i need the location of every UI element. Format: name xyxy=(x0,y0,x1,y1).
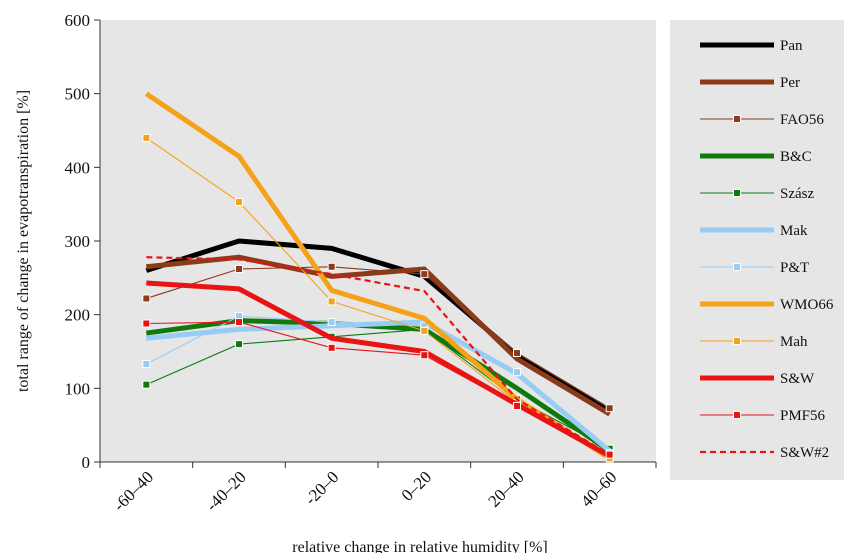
legend-marker xyxy=(733,189,741,197)
data-point-pmf56 xyxy=(142,319,151,328)
y-tick-label: 600 xyxy=(65,11,91,30)
data-point-sz-sz xyxy=(235,340,243,349)
data-point-mah xyxy=(420,326,429,335)
legend-label: S&W#2 xyxy=(780,445,829,461)
x-axis-title: relative change in relative humidity [%] xyxy=(292,539,547,553)
legend-label: PMF56 xyxy=(780,408,826,424)
legend-item-pandt: P&T xyxy=(700,260,809,276)
legend-item-wmo66: WMO66 xyxy=(700,297,834,313)
legend-item-pmf56: PMF56 xyxy=(700,408,826,424)
data-point-mah xyxy=(327,297,336,306)
data-point-fao56 xyxy=(605,404,614,413)
y-tick-label: 300 xyxy=(65,232,91,251)
legend-label: S&W xyxy=(780,371,815,387)
y-tick-label: 200 xyxy=(65,306,91,325)
legend-box xyxy=(670,20,844,480)
legend-item-pan: Pan xyxy=(700,38,803,54)
data-point-fao56 xyxy=(513,348,521,357)
legend-label: Mak xyxy=(780,223,808,239)
data-point-mah xyxy=(235,197,243,206)
data-point-pandt xyxy=(513,368,521,377)
legend-marker xyxy=(733,115,741,123)
legend-label: P&T xyxy=(780,260,809,276)
series-line-per xyxy=(146,254,611,417)
legend-item-sz-sz: Szász xyxy=(700,186,814,202)
series-line-sandw2 xyxy=(146,256,611,456)
legend-label: Pan xyxy=(780,38,803,54)
series-line-pmf56 xyxy=(146,321,610,456)
y-tick-label: 500 xyxy=(65,85,91,104)
series-line-fao56 xyxy=(146,266,610,409)
data-point-pmf56 xyxy=(420,351,429,360)
series-sandw xyxy=(146,280,611,459)
legend-label: WMO66 xyxy=(780,297,834,313)
legend-item-fao56: FAO56 xyxy=(700,112,824,128)
legend-marker xyxy=(733,337,741,345)
legend-item-bandc: B&C xyxy=(700,149,812,165)
legend-item-mak: Mak xyxy=(700,223,808,239)
legend-label: Mah xyxy=(780,334,808,350)
series-pan xyxy=(145,238,611,413)
y-axis-title: total range of change in evapotranspirat… xyxy=(15,90,32,392)
series-line-pan xyxy=(145,238,611,413)
data-point-pmf56 xyxy=(235,318,243,327)
data-point-pandt xyxy=(327,318,336,327)
legend-item-sandw2: S&W#2 xyxy=(700,445,829,461)
series-layer xyxy=(142,91,614,463)
series-line-sandw xyxy=(146,280,611,459)
legend-label: Per xyxy=(780,75,800,91)
y-tick-label: 100 xyxy=(65,379,91,398)
data-point-pmf56 xyxy=(327,343,336,352)
series-line-pandt xyxy=(146,315,611,454)
legend-label: FAO56 xyxy=(780,112,824,128)
data-point-fao56 xyxy=(420,270,429,279)
y-tick-label: 400 xyxy=(65,158,91,177)
legend-label: B&C xyxy=(780,149,812,165)
y-tick-label: 0 xyxy=(82,453,91,472)
data-point-mah xyxy=(142,133,151,142)
y-axis-ticks: 0 100 200 300 400 500 600 xyxy=(65,11,100,472)
series-fao56 xyxy=(142,262,614,413)
data-point-fao56 xyxy=(235,264,243,273)
series-pmf56 xyxy=(142,318,614,459)
data-point-pandt xyxy=(142,360,151,369)
legend-item-mah: Mah xyxy=(700,334,808,350)
legend: Pan Per FAO56 B&C Szász Mak P&T WMO66 Mah S&W PMF5… xyxy=(700,38,834,461)
legend-item-sandw: S&W xyxy=(700,371,815,387)
series-per xyxy=(146,254,611,417)
legend-marker xyxy=(733,411,741,419)
legend-marker xyxy=(733,263,741,271)
series-sandw2 xyxy=(146,256,611,456)
legend-label: Szász xyxy=(780,186,814,202)
data-point-fao56 xyxy=(327,262,336,271)
data-point-sz-sz xyxy=(142,380,151,389)
data-point-pmf56 xyxy=(513,402,521,411)
plot-area xyxy=(100,20,656,462)
legend-item-per: Per xyxy=(700,75,800,91)
data-point-fao56 xyxy=(142,294,151,303)
